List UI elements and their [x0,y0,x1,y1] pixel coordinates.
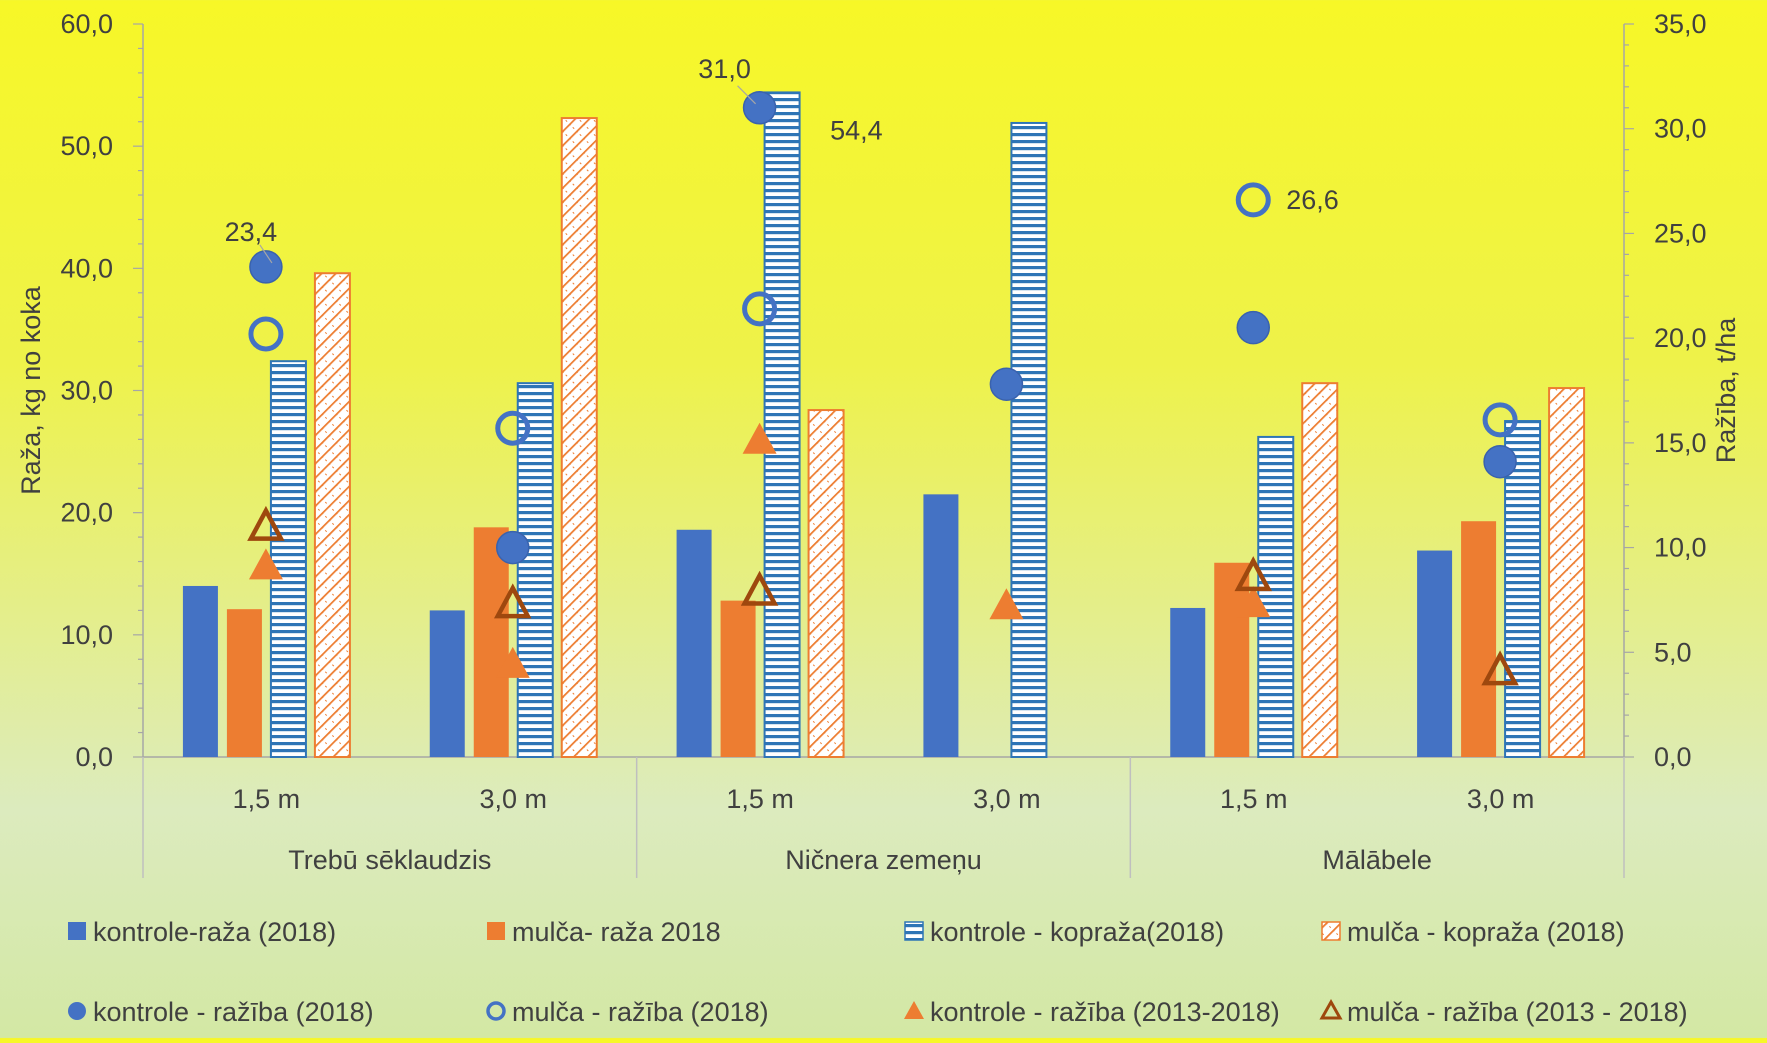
y-left-tick-label: 60,0 [60,9,113,39]
legend-label: kontrole - ražība (2018) [93,997,374,1027]
point-marker [740,570,779,606]
legend-swatch [68,922,86,940]
legend-label: mulča- raža 2018 [512,917,721,947]
bar [473,527,509,757]
x-category-label: 1,5 m [233,784,301,814]
bar [1417,550,1453,757]
x-category-label: 3,0 m [973,784,1041,814]
point-marker [1236,586,1271,618]
data-label: 54,4 [830,115,883,145]
bar [720,600,756,757]
bar [1257,435,1295,758]
data-label: 31,0 [698,54,751,84]
points [247,91,1519,686]
y-left-tick-label: 10,0 [60,620,113,650]
y-right-tick-label: 35,0 [1654,9,1707,39]
y-right-tick-label: 20,0 [1654,323,1707,353]
point-marker [989,588,1024,620]
y-left-tick-label: 30,0 [60,376,113,406]
y-left-tick-label: 40,0 [60,253,113,283]
bar [1504,420,1542,758]
point-marker [495,410,531,446]
bar [1010,121,1048,758]
legend-label: kontrole - ražība (2013-2018) [930,997,1280,1027]
x-group-label: Mālābele [1322,845,1432,875]
y-left-tick-label: 0,0 [75,742,113,772]
y-right-tick-label: 0,0 [1654,742,1692,772]
bar [313,272,351,758]
bar [1461,521,1497,757]
legend-swatch [904,921,924,941]
legend-swatch [904,1001,924,1019]
axes: 0,0 10,0 20,0 30,0 40,0 50,0 60,0 0,0 5,0 10,0 15,… [16,9,1741,878]
bar [269,360,307,758]
point-marker [493,583,532,619]
y-axis-right-title: Ražība, t/ha [1711,317,1741,464]
data-label: 26,6 [1286,185,1339,215]
bar [1214,562,1250,757]
bar [807,409,845,758]
point-marker [1234,556,1273,592]
bar [923,494,959,757]
point-marker [249,250,283,284]
point-marker [742,422,777,454]
data-label: 23,4 [225,217,278,247]
x-category-label: 1,5 m [726,784,794,814]
bar [516,382,554,758]
data-label-leader [259,244,273,264]
point-marker [1483,444,1517,479]
point-marker [1481,650,1519,686]
point-marker [248,316,284,352]
point-marker [989,367,1024,401]
data-label-leader [737,85,757,105]
bar [763,91,801,758]
bar [182,585,218,757]
y-right-tick-label: 5,0 [1654,637,1692,667]
legend-swatch [486,1001,506,1021]
y-right-tick-label: 30,0 [1654,114,1707,144]
bar [429,610,465,757]
bar [226,609,262,757]
y-left-tick-label: 20,0 [60,498,113,528]
legend: kontrole-raža (2018) mulča- raža 2018 kont… [68,917,1688,1027]
x-category-label: 1,5 m [1220,784,1288,814]
point-marker [1236,310,1270,345]
y-axis-left-title: Raža, kg no koka [16,285,46,495]
point-marker [1235,182,1271,218]
bar [676,529,712,757]
y-right-tick-label: 25,0 [1654,218,1707,248]
bar [1301,382,1339,758]
legend-label: mulča - ražība (2013 - 2018) [1347,997,1688,1027]
x-group-label: Trebū sēklaudzis [288,845,491,875]
data-labels: 23,4 31,0 54,4 26,6 [225,54,1339,264]
y-right-tick-label: 15,0 [1654,428,1707,458]
legend-swatch [487,922,505,940]
legend-swatch [1321,921,1341,941]
point-marker [1482,402,1518,438]
x-category-label: 3,0 m [1467,784,1535,814]
point-marker [496,530,530,565]
y-right-tick-label: 10,0 [1654,533,1707,563]
x-group-label: Ničnera zemeņu [785,845,982,875]
bars [182,91,1586,758]
point-marker [495,646,530,678]
point-marker [247,505,285,541]
y-left-tick-label: 50,0 [60,131,113,161]
bar [560,117,598,758]
legend-label: kontrole-raža (2018) [93,917,336,947]
bar [1170,607,1206,757]
x-category-label: 3,0 m [479,784,547,814]
point-marker [248,548,283,580]
bar [1548,387,1586,758]
point-marker [742,291,778,327]
legend-label: mulča - ražība (2018) [512,997,769,1027]
legend-swatch [68,1002,86,1020]
legend-label: mulča - kopraža (2018) [1347,917,1625,947]
legend-swatch [1319,998,1343,1020]
legend-label: kontrole - kopraža(2018) [930,917,1224,947]
